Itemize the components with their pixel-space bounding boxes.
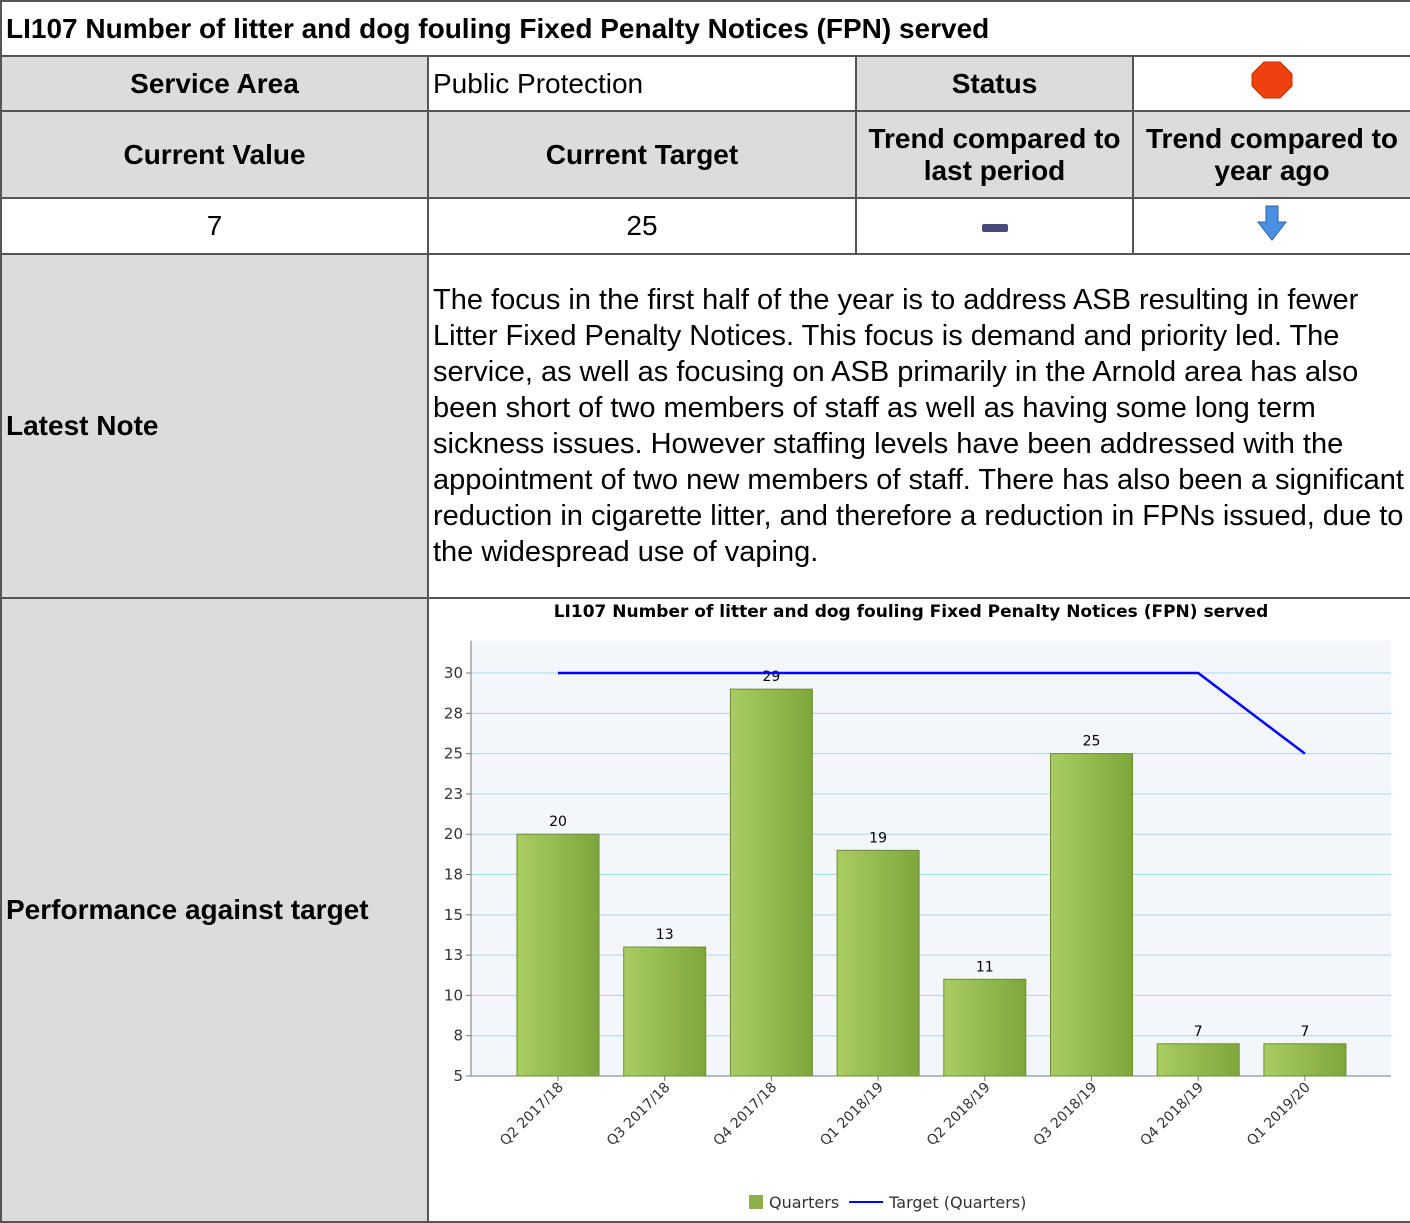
summary-header-row: Current Value Current Target Trend compa…	[0, 110, 1410, 199]
x-tick-label: Q4 2018/19	[1137, 1080, 1207, 1150]
trend-period-cell	[855, 197, 1134, 255]
summary-value-row: 7 25	[0, 197, 1410, 255]
bar	[1050, 753, 1133, 1077]
x-tick-label: Q3 2018/19	[1031, 1080, 1101, 1150]
data-label: 7	[1194, 1024, 1203, 1040]
y-tick-label: 18	[444, 866, 463, 884]
x-tick-label: Q2 2018/19	[924, 1080, 994, 1150]
chart-title: LI107 Number of litter and dog fouling F…	[554, 602, 1269, 622]
bar	[943, 978, 1027, 1077]
bar	[836, 849, 920, 1077]
legend-label: Quarters	[769, 1193, 839, 1212]
trend-flat-icon	[981, 224, 1008, 232]
data-label: 29	[762, 669, 780, 685]
x-tick-label: Q1 2018/19	[817, 1080, 887, 1150]
note-label: Latest Note	[0, 253, 429, 599]
y-tick-label: 13	[444, 946, 463, 964]
data-label: 20	[549, 814, 567, 830]
chart: LI107 Number of litter and dog fouling F…	[444, 602, 1391, 1212]
service-area: Public Protection	[427, 55, 857, 112]
legend-swatch	[749, 1195, 763, 1209]
current-value: 7	[0, 197, 429, 255]
performance-row: Performance against target LI107 Number …	[0, 597, 1410, 1223]
service-area-label: Service Area	[0, 55, 429, 112]
data-label: 7	[1300, 1024, 1309, 1040]
data-label: 19	[869, 830, 887, 846]
status-label: Status	[855, 55, 1134, 112]
y-tick-label: 30	[444, 664, 463, 682]
y-tick-label: 23	[444, 785, 463, 803]
bar	[729, 688, 813, 1077]
summary-header: Trend compared to year ago	[1131, 110, 1410, 199]
table-title: LI107 Number of litter and dog fouling F…	[0, 0, 1410, 57]
target-line	[558, 671, 1306, 755]
y-tick-label: 10	[444, 986, 463, 1004]
current-target: 25	[427, 197, 857, 255]
bar	[1156, 1043, 1240, 1077]
bar	[623, 946, 707, 1077]
y-tick-label: 25	[444, 745, 463, 763]
y-tick-label: 20	[444, 825, 463, 843]
data-label: 13	[656, 927, 674, 943]
legend-label: Target (Quarters)	[888, 1193, 1026, 1212]
y-tick-label: 15	[444, 906, 463, 924]
note-text: The focus in the first half of the year …	[426, 253, 1410, 599]
title-row: LI107 Number of litter and dog fouling F…	[0, 0, 1410, 57]
data-label: 25	[1083, 734, 1101, 750]
summary-header: Current Target	[427, 110, 857, 199]
status-icon	[1251, 61, 1293, 99]
performance-label: Performance against target	[0, 597, 429, 1223]
trend-year-cell	[1131, 197, 1410, 255]
bar	[1263, 1043, 1347, 1077]
y-tick-label: 28	[444, 704, 463, 722]
x-tick-label: Q2 2017/18	[497, 1080, 567, 1150]
details-row: Service Area Public Protection Status	[0, 55, 1410, 112]
chart-cell: LI107 Number of litter and dog fouling F…	[426, 597, 1410, 1223]
data-label: 11	[976, 959, 994, 975]
x-tick-label: Q4 2017/18	[711, 1080, 781, 1150]
summary-header: Trend compared to last period	[855, 110, 1134, 199]
summary-header: Current Value	[0, 110, 429, 199]
y-tick-label: 8	[453, 1027, 463, 1045]
status-cell	[1131, 55, 1410, 112]
trend-down-icon	[1256, 205, 1288, 241]
x-tick-label: Q1 2019/20	[1244, 1080, 1314, 1150]
plot-background	[471, 640, 1391, 1076]
note-row: Latest Note The focus in the first half …	[0, 253, 1410, 599]
bar	[516, 833, 600, 1077]
y-tick-label: 5	[453, 1067, 463, 1085]
x-tick-label: Q3 2017/18	[604, 1080, 674, 1150]
